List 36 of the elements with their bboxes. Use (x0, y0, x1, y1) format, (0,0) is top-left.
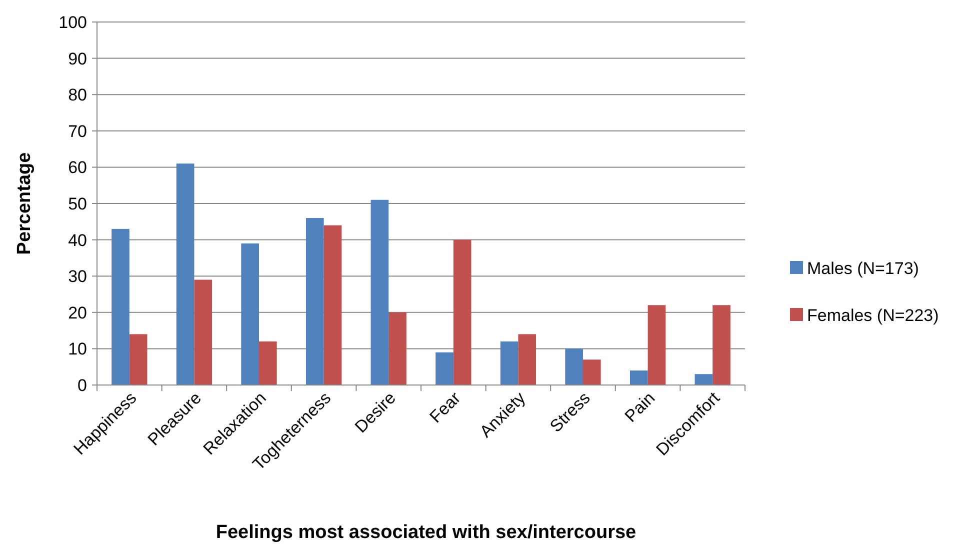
bar (370, 200, 389, 385)
x-tick-label: Pain (621, 388, 659, 426)
bar (194, 280, 212, 385)
bar (453, 240, 472, 385)
y-tick-label: 30 (68, 267, 87, 286)
bar (176, 164, 194, 385)
legend-label: Males (N=173) (807, 258, 919, 278)
bar (565, 348, 583, 385)
y-tick-label: 70 (68, 122, 87, 141)
bar (694, 374, 713, 385)
bar (306, 218, 324, 385)
bar (388, 312, 406, 385)
y-tick-label: 0 (78, 376, 87, 395)
x-axis-title: Feelings most associated with sex/intercourse (216, 522, 636, 543)
y-axis-title: Percentage (14, 152, 35, 255)
y-tick-label: 80 (68, 86, 87, 105)
bar (129, 334, 148, 385)
legend-label: Females (N=223) (807, 306, 939, 325)
bar (241, 243, 259, 385)
bar (324, 225, 342, 385)
bar (630, 370, 648, 385)
bar (712, 305, 730, 385)
y-tick-label: 90 (68, 49, 87, 68)
bar (500, 341, 518, 385)
y-tick-label: 20 (68, 303, 87, 322)
y-tick-label: 100 (58, 12, 87, 32)
bar (583, 360, 601, 385)
y-tick-label: 40 (68, 230, 87, 250)
y-tick-label: 10 (68, 340, 87, 359)
bar (518, 334, 536, 385)
y-tick-label: 60 (68, 158, 87, 178)
bar (112, 228, 130, 385)
bar (436, 352, 454, 385)
bar (259, 341, 277, 385)
y-tick-label: 50 (68, 194, 87, 214)
bar (648, 305, 666, 385)
